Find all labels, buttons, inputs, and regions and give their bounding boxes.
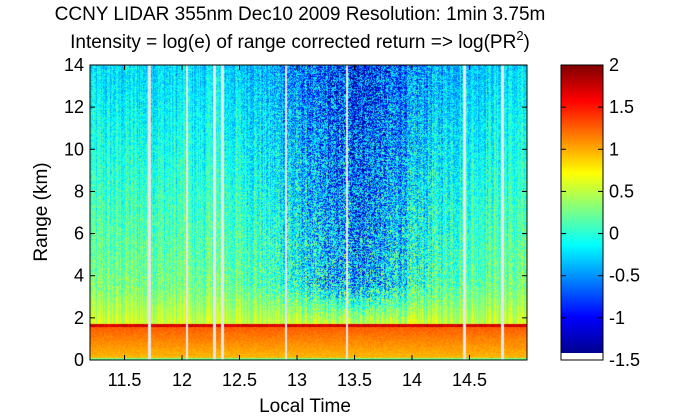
- subtitle-main: Intensity = log(e) of range corrected re…: [70, 32, 516, 53]
- x-tick-label: 11.5: [108, 370, 142, 390]
- colorbar-tick-label: -1.5: [609, 350, 640, 370]
- x-axis-label: Local Time: [259, 396, 351, 417]
- colorbar-tick-label: 0: [609, 224, 619, 244]
- y-tick-label: 14: [64, 55, 84, 75]
- x-tick-label: 14: [402, 370, 422, 390]
- x-tick-label: 14.5: [452, 370, 487, 390]
- x-tick-label: 12.5: [222, 370, 257, 390]
- colorbar-tick-label: -1: [609, 308, 625, 328]
- x-tick-label: 12: [172, 370, 192, 390]
- colorbar: 2 1.5 1 0.5 0 -0.5 -1 -1.5: [560, 55, 640, 370]
- y-tick-label: 2: [74, 308, 84, 328]
- colorbar-tick-label: 2: [609, 55, 619, 75]
- colorbar-frame: [560, 64, 604, 361]
- y-tick-label: 6: [74, 224, 84, 244]
- colorbar-tick-label: 1: [609, 139, 619, 159]
- heatmap-plot-area: [89, 64, 528, 361]
- colorbar-tick-label: 1.5: [609, 97, 634, 117]
- chart-title: CCNY LIDAR 355nm Dec10 2009 Resolution: …: [55, 4, 546, 25]
- subtitle-close: ): [524, 32, 530, 53]
- colorbar-gradient: [561, 65, 603, 353]
- plot-frame: [89, 64, 528, 361]
- y-tick-label: 8: [74, 181, 84, 201]
- y-tick-label: 4: [74, 266, 84, 286]
- colorbar-tick-label: 0.5: [609, 181, 634, 201]
- x-tick-label: 13.5: [337, 370, 372, 390]
- colorbar-floor: [561, 353, 603, 360]
- colorbar-tick-label: -0.5: [609, 266, 640, 286]
- x-tick-label: 13: [287, 370, 307, 390]
- y-tick-label: 12: [64, 97, 84, 117]
- y-axis: 0 2 4 6 8 10 12 14: [64, 55, 527, 370]
- y-tick-label: 0: [74, 350, 84, 370]
- y-axis-label: Range (km): [31, 162, 52, 261]
- subtitle-superscript: 2: [516, 28, 523, 43]
- chart-subtitle: Intensity = log(e) of range corrected re…: [70, 28, 530, 53]
- colorbar-ticks: 2 1.5 1 0.5 0 -0.5 -1 -1.5: [561, 55, 640, 370]
- heatmap-image: [90, 65, 527, 360]
- x-axis: 11.5 12 12.5 13 13.5 14 14.5: [108, 65, 487, 390]
- y-tick-label: 10: [64, 139, 84, 159]
